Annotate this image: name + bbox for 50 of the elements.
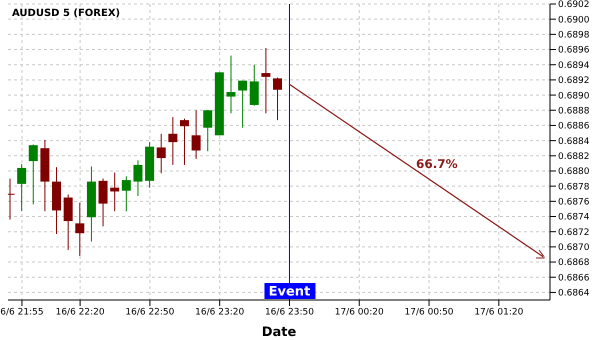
y-tick-label: 0.6882 [558, 152, 590, 162]
y-tick-label: 0.6864 [558, 288, 590, 299]
y-tick-label: 0.6872 [558, 228, 590, 238]
candlestick [75, 202, 84, 256]
x-tick-label: 6/6 21:55 [0, 307, 44, 318]
candlestick [250, 64, 259, 106]
y-tick-label: 0.6868 [558, 258, 590, 268]
y-tick-label: 0.6878 [558, 182, 590, 192]
candlestick [238, 80, 248, 128]
candlestick [180, 118, 189, 166]
y-tick-label: 0.6890 [558, 91, 590, 102]
candlestick [133, 160, 142, 197]
x-axis-title: Date [262, 325, 296, 340]
x-tick-label: 17/6 00:50 [404, 307, 454, 318]
candlestick [110, 172, 120, 212]
y-tick-label: 0.6886 [558, 122, 590, 132]
y-tick-label: 0.6898 [558, 30, 590, 41]
candlestick [168, 116, 178, 166]
candlestick [64, 194, 73, 250]
y-tick-label: 0.6888 [558, 106, 590, 116]
y-tick-label: 0.6876 [558, 198, 590, 208]
x-tick-label: 17/6 00:20 [334, 307, 384, 318]
candlestick [98, 178, 108, 227]
candlestick [192, 110, 201, 160]
candlestick [273, 77, 282, 121]
chart-title: AUDUSD 5 (FOREX) [12, 8, 120, 19]
y-tick-label: 0.6866 [558, 273, 590, 284]
y-tick-label: 0.6896 [558, 46, 590, 56]
y-tick-label: 0.6870 [558, 243, 590, 254]
y-tick-label: 0.6880 [558, 167, 590, 178]
x-tick-label: 16/6 23:20 [195, 307, 244, 318]
y-tick-label: 0.6902 [558, 0, 590, 10]
y-tick-label: 0.6900 [558, 15, 590, 26]
x-tick-label: 16/6 22:20 [56, 307, 105, 318]
y-tick-label: 0.6874 [558, 212, 590, 223]
x-tick-label: 16/6 23:50 [264, 307, 314, 318]
y-tick-label: 0.6894 [558, 60, 590, 71]
x-tick-label: 17/6 01:20 [474, 307, 524, 318]
x-tick-label: 16/6 22:50 [125, 307, 175, 318]
candlestick [226, 55, 236, 114]
candlestick [261, 48, 270, 114]
candlestick [203, 110, 212, 152]
candlestick [17, 164, 26, 212]
candlestick [28, 144, 38, 205]
candlestick [156, 133, 166, 174]
annotation: 66.7% [416, 157, 458, 171]
y-tick-label: 0.6892 [558, 76, 590, 86]
candlestick [122, 176, 131, 212]
y-tick-label: 0.6884 [558, 136, 590, 147]
ref-line-label: Event [268, 284, 310, 300]
